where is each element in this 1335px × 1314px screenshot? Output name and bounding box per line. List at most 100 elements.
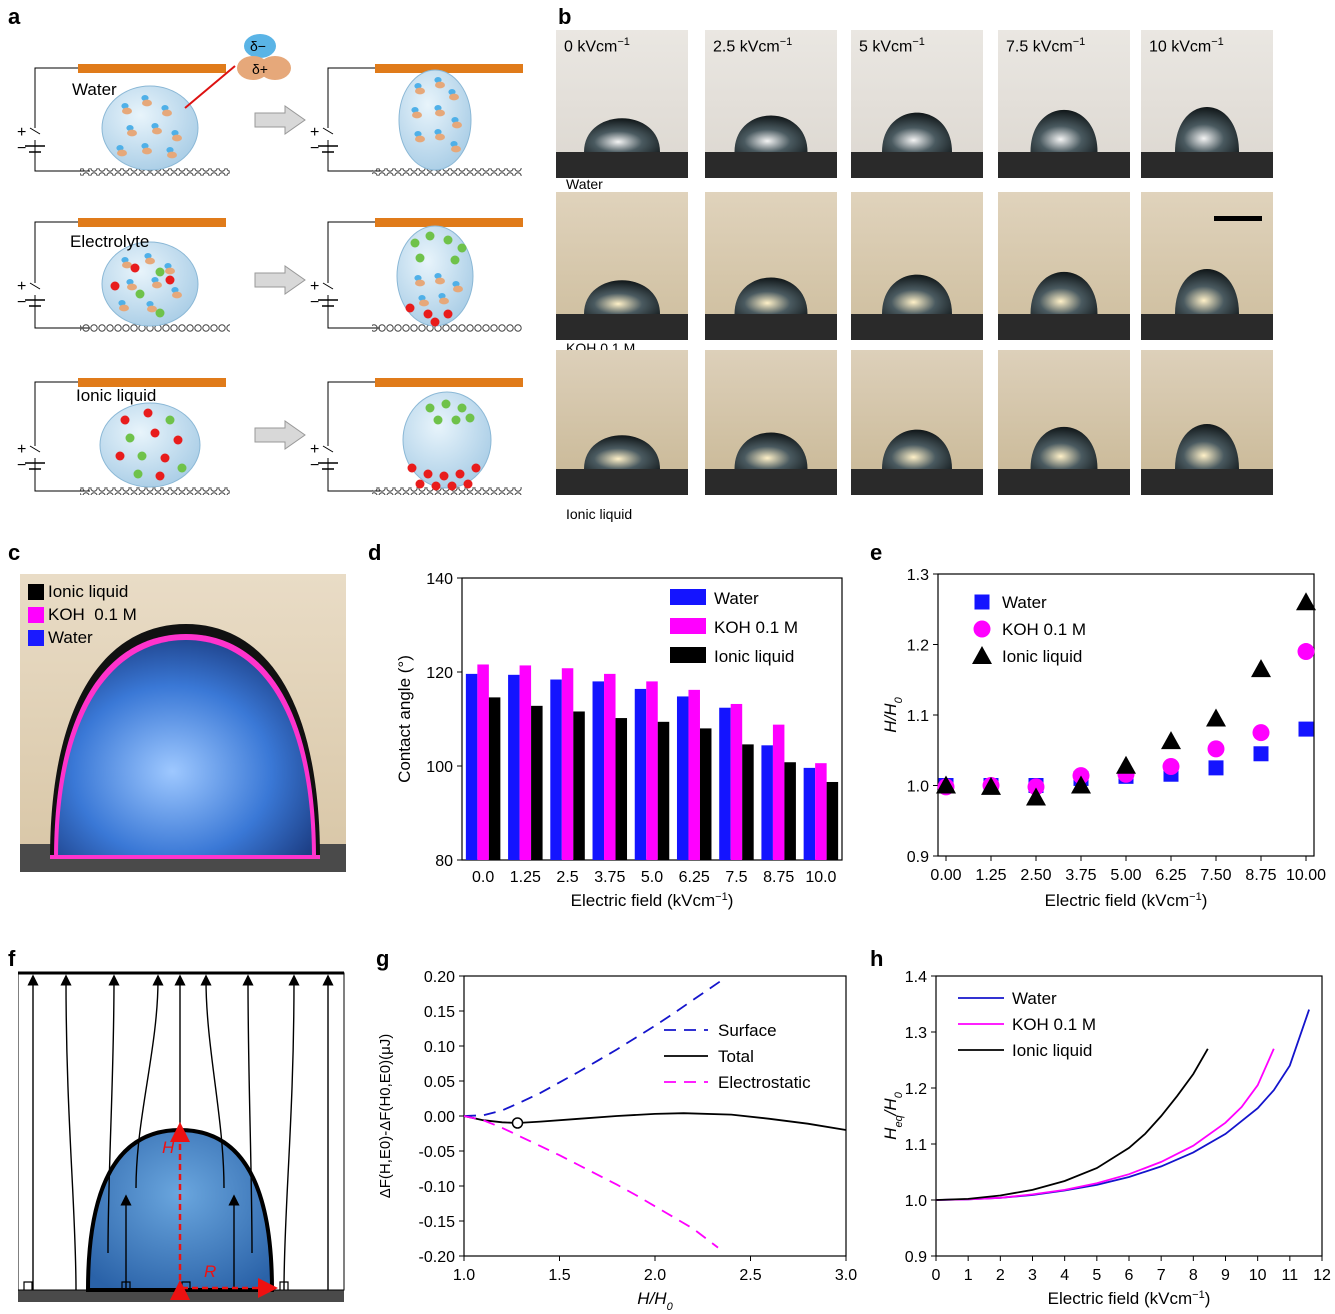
dipole-ion-tail-39 xyxy=(435,277,445,285)
x-tick-label-11: 11 xyxy=(1282,1267,1299,1284)
plot-frame xyxy=(937,573,1315,857)
x-axis-label: Electric field (kVcm−1) xyxy=(1048,1289,1211,1308)
point-1-5 xyxy=(1162,757,1180,775)
dipole-ion-8 xyxy=(166,147,174,153)
bar-0-1 xyxy=(508,674,520,860)
x-axis-label: Electric field (kVcm−1) xyxy=(571,891,734,910)
field-line-diagram xyxy=(18,971,345,1302)
x-tick-label-6: 7.50 xyxy=(1200,867,1231,884)
x-axis-label: H/H0 xyxy=(637,1289,673,1313)
droplet-photo-r0-c0 xyxy=(556,30,688,178)
battery-minus-6: − xyxy=(310,457,320,474)
x-tick-label-5: 6.25 xyxy=(679,869,710,886)
dipole-ion-11 xyxy=(448,89,456,95)
y-tick-label-1: 0.15 xyxy=(424,1004,455,1021)
dipole-ion-22 xyxy=(151,277,159,283)
point-0-6 xyxy=(1208,760,1224,776)
y-tick-label-4: 1.3 xyxy=(905,1025,927,1042)
equilibrium-height-line-chart: 0.91.01.11.21.31.40 1 2 3 4 5 6 7 8 9 10 11 12WaterK… xyxy=(881,969,1331,1308)
x-tick-label-3: 3.75 xyxy=(1065,867,1096,884)
point-1-7 xyxy=(1252,724,1270,742)
panel-a-label-electrolyte: Electrolyte xyxy=(70,232,150,251)
dipole-ion-24 xyxy=(118,300,126,306)
droplet-photo-r0-c3 xyxy=(998,30,1130,178)
series-line-1 xyxy=(935,1048,1275,1201)
legend-label-0: Water xyxy=(1012,989,1057,1008)
x-tick-label-1: 1 xyxy=(964,1267,973,1284)
charged-ion-60 xyxy=(441,399,451,409)
charged-ion-45 xyxy=(443,309,453,319)
dipole-ion-12 xyxy=(411,107,419,113)
charged-ion-57 xyxy=(155,471,165,481)
charged-ion-52 xyxy=(173,435,183,445)
dipole-ion-tail-10 xyxy=(435,81,445,89)
panel-letter-c: c xyxy=(8,540,21,565)
dipole-ion-18 xyxy=(121,257,129,263)
bar-2-2 xyxy=(573,711,585,860)
charged-ion-53 xyxy=(115,451,125,461)
y-tick-label-5: 1.4 xyxy=(905,969,927,986)
panel-letter-d: d xyxy=(368,540,382,565)
bar-1-6 xyxy=(730,703,743,860)
y-tick-label-8: -0.20 xyxy=(419,1249,456,1266)
dipole-ion-tail-18 xyxy=(122,261,132,269)
charged-ion-64 xyxy=(465,413,475,423)
dipole-ion-tail-1 xyxy=(142,99,152,107)
dipole-ion-tail-15 xyxy=(415,135,425,143)
bar-2-7 xyxy=(784,762,796,860)
charged-ion-55 xyxy=(160,453,170,463)
dipole-ion-tail-23 xyxy=(172,291,182,299)
x-tick-label-8: 8 xyxy=(1189,1267,1198,1284)
bar-2-5 xyxy=(699,728,712,860)
series-line-0 xyxy=(463,979,723,1117)
charged-ion-62 xyxy=(433,415,443,425)
dipole-ion-10 xyxy=(434,77,442,83)
dipole-ion-1 xyxy=(141,95,149,101)
point-2-8 xyxy=(1296,592,1316,611)
legend-label-0: Surface xyxy=(718,1021,777,1040)
dipole-ion-tail-8 xyxy=(167,151,177,159)
panel-a-schematic xyxy=(25,34,523,495)
x-tick-label-0: 0.0 xyxy=(472,869,494,886)
bar-1-5 xyxy=(688,689,700,860)
droplet-photo-r1-c4 xyxy=(1141,192,1273,340)
legend-marker-0 xyxy=(974,594,990,610)
y-axis-label: Heq/H0 xyxy=(881,1091,905,1140)
x-tick-label-3: 3 xyxy=(1028,1267,1037,1284)
droplet-photo-r2-c3 xyxy=(998,350,1130,495)
field-label-1: 2.5 kVcm−1 xyxy=(713,36,793,56)
battery-minus-2: − xyxy=(17,294,27,311)
dipole-ion-14 xyxy=(451,117,459,123)
x-tick-label-12: 12 xyxy=(1313,1267,1331,1284)
charged-ion-32 xyxy=(410,238,420,248)
x-tick-label-2: 2.50 xyxy=(1020,867,1051,884)
bar-2-0 xyxy=(488,697,501,860)
charged-ion-69 xyxy=(471,463,481,473)
dipole-ion-tail-38 xyxy=(415,279,425,287)
droplet-photo-r2-c1 xyxy=(705,350,837,495)
charged-ion-34 xyxy=(443,235,453,245)
point-1-2 xyxy=(1027,778,1045,796)
bar-0-8 xyxy=(803,767,816,860)
charged-ion-51 xyxy=(150,428,160,438)
y-axis-label: Contact angle (°) xyxy=(395,655,414,783)
x-tick-label-4: 5.00 xyxy=(1110,867,1141,884)
x-tick-label-1: 1.25 xyxy=(975,867,1006,884)
bar-2-1 xyxy=(531,705,543,860)
bar-0-7 xyxy=(761,745,773,860)
panel-a-label-ionic-liquid: Ionic liquid xyxy=(76,386,157,405)
bar-2-8 xyxy=(826,781,839,860)
droplet-photo-r0-c2 xyxy=(851,30,983,178)
x-tick-label-4: 3.0 xyxy=(835,1267,857,1284)
dipole-ion-tail-22 xyxy=(152,281,162,289)
dipole-ion-tail-17 xyxy=(451,145,461,153)
dipole-ion-6 xyxy=(116,145,124,151)
dipole-ion-tail-40 xyxy=(453,285,463,293)
x-tick-label-7: 7 xyxy=(1157,1267,1166,1284)
droplet-photo-r2-c0 xyxy=(556,350,688,495)
bar-1-4 xyxy=(646,681,658,860)
x-tick-label-6: 7.5 xyxy=(725,869,747,886)
droplet-photo-r2-c4 xyxy=(1141,350,1273,495)
bar-1-8 xyxy=(815,763,827,860)
row-label-2: Ionic liquid xyxy=(566,506,633,522)
